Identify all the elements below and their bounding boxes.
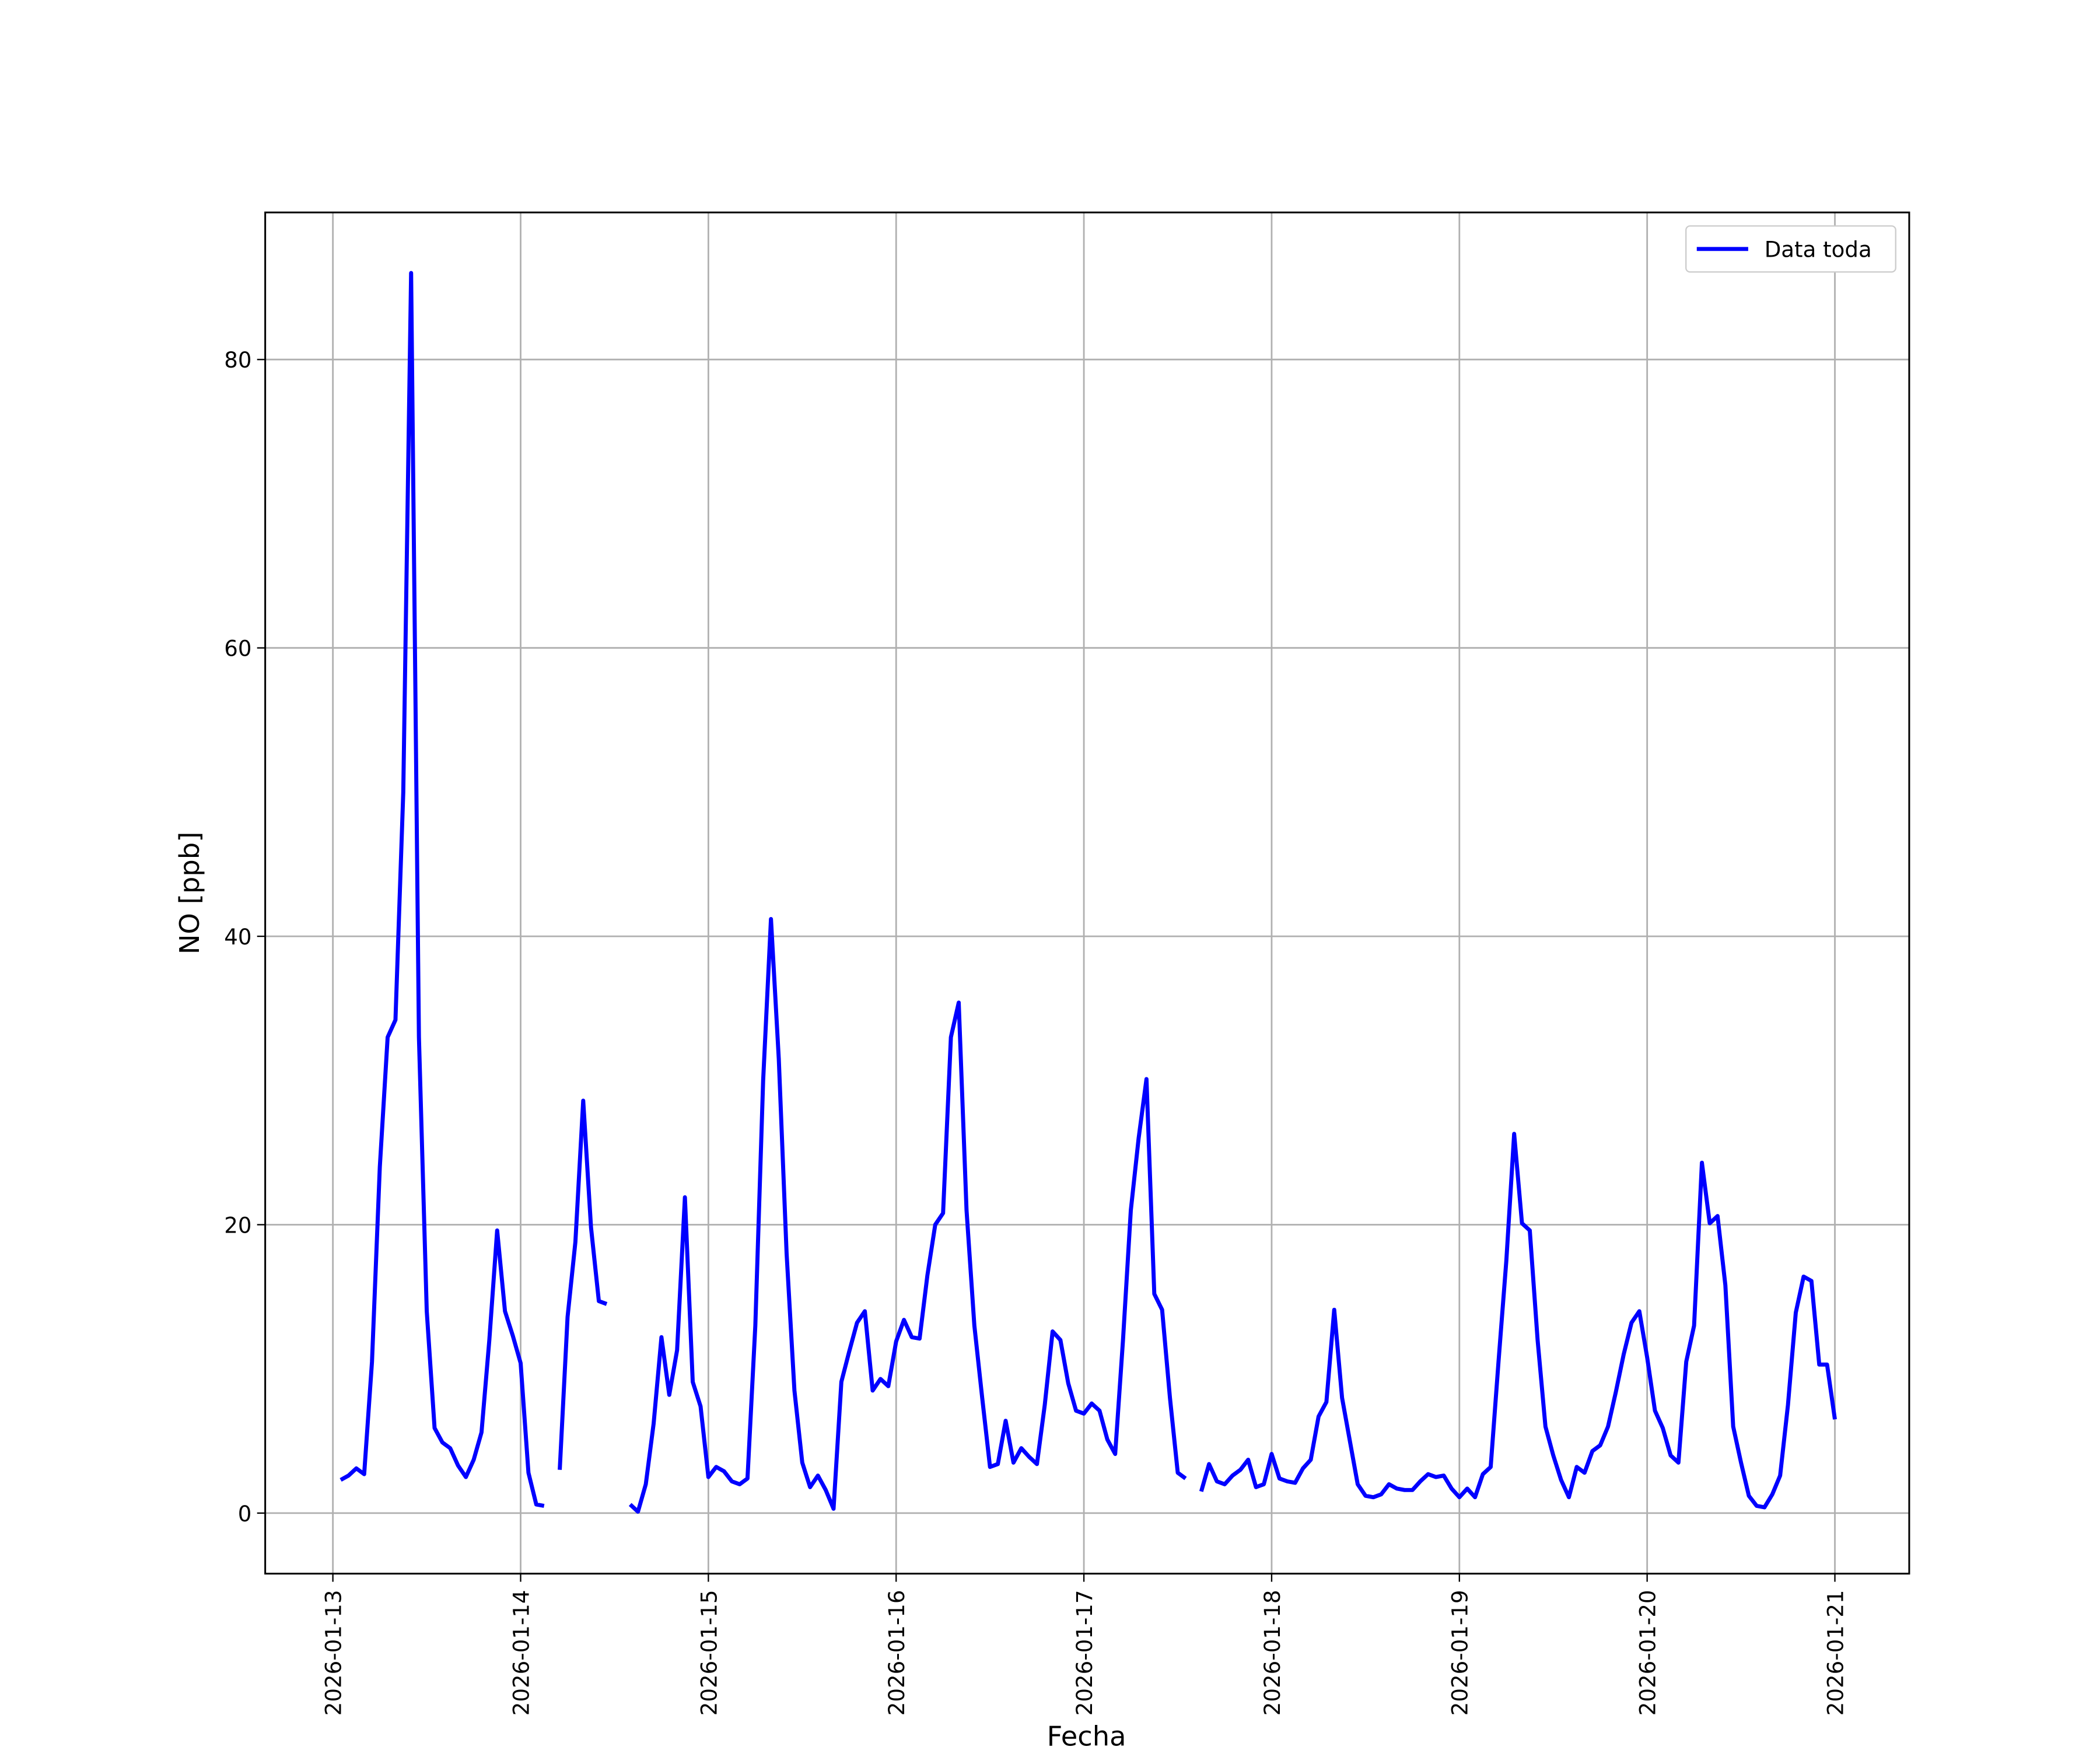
- x-tick-label: 2026-01-20: [1636, 1590, 1661, 1716]
- data-line: [340, 271, 1837, 1514]
- x-tick-label: 2026-01-16: [884, 1590, 909, 1716]
- y-tick-label: 20: [224, 1213, 251, 1238]
- y-axis-label: NO [ppb]: [174, 832, 205, 954]
- legend-box: [1685, 225, 1896, 273]
- x-tick-label: 2026-01-18: [1260, 1590, 1285, 1716]
- x-axis-label: Fecha: [1047, 1720, 1126, 1750]
- y-tick-label: 80: [224, 348, 251, 373]
- x-tick-label: 2026-01-21: [1823, 1590, 1848, 1716]
- x-tick-label: 2026-01-13: [321, 1590, 346, 1716]
- x-tick-label: 2026-01-15: [696, 1590, 722, 1716]
- x-tick-label: 2026-01-14: [509, 1590, 534, 1716]
- x-tick-label: 2026-01-19: [1448, 1590, 1473, 1716]
- x-tick-label: 2026-01-17: [1072, 1590, 1097, 1716]
- legend: Data toda: [1685, 225, 1896, 273]
- legend-label: Data toda: [1765, 237, 1872, 262]
- y-tick-label: 60: [224, 636, 251, 662]
- y-tick-label: 40: [224, 925, 251, 950]
- y-tick-label: 0: [238, 1502, 252, 1527]
- plot-frame: [264, 211, 1910, 1575]
